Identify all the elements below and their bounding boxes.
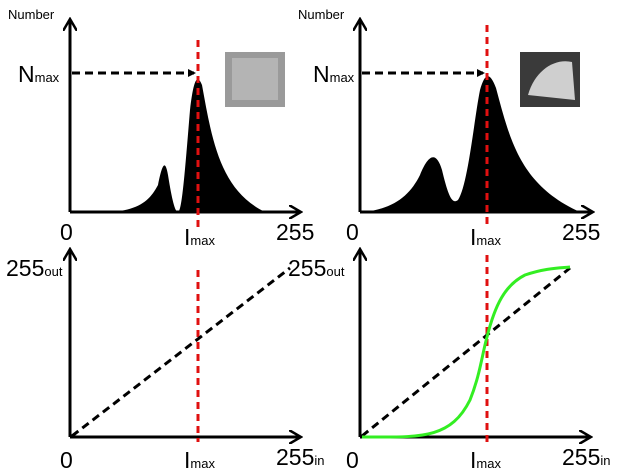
histogram-shape <box>365 76 580 212</box>
identity-line <box>361 266 571 438</box>
origin-label: 0 <box>346 447 359 472</box>
x-end-label: 255 <box>562 219 600 245</box>
histogram-left: Number Nmax 0 Imax 255 <box>8 7 314 250</box>
marker-label: Imax <box>184 224 215 250</box>
thumbnail-inner <box>528 61 575 100</box>
thumbnail-inner <box>232 58 278 100</box>
x-end-label: 255 <box>276 219 314 245</box>
marker-label: Imax <box>470 447 501 472</box>
y-label: 255out <box>288 255 345 281</box>
y-label: 255out <box>6 255 63 281</box>
histogram-right: Number Nmax 0 Imax 255 <box>298 7 600 250</box>
transfer-left: 255out 0 Imax 255in <box>6 250 325 472</box>
sigmoid-curve <box>361 265 571 439</box>
y-label: Number <box>298 7 345 22</box>
origin-label: 0 <box>60 219 73 245</box>
identity-line <box>71 266 291 438</box>
marker-label: Imax <box>184 447 215 472</box>
x-end-label: 255in <box>562 444 611 470</box>
marker-label: Imax <box>470 224 501 250</box>
y-label: Number <box>8 7 55 22</box>
transfer-right: 255out 0 Imax 255in <box>288 250 611 472</box>
origin-label: 0 <box>60 447 73 472</box>
x-end-label: 255in <box>276 444 325 470</box>
peak-label: Nmax <box>18 61 60 87</box>
histogram-shape <box>110 79 265 212</box>
peak-label: Nmax <box>313 61 355 87</box>
origin-label: 0 <box>346 219 359 245</box>
